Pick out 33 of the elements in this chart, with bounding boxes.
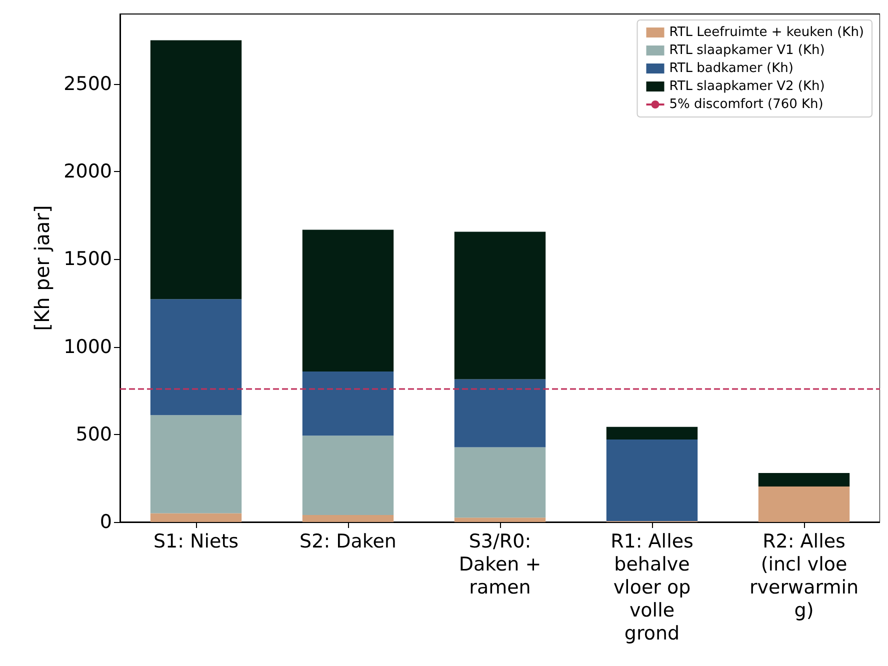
bar: [758, 486, 850, 522]
bar: [454, 447, 546, 518]
bar: [150, 415, 242, 514]
bar: [150, 513, 242, 522]
legend-label: RTL badkamer (Kh): [669, 61, 794, 76]
x-tick-label: S3/R0: Daken + ramen: [458, 530, 542, 598]
bar: [454, 518, 546, 522]
legend-label: RTL slaapkamer V2 (Kh): [669, 79, 825, 94]
x-tick-label: S2: Daken: [300, 530, 396, 552]
legend-label: 5% discomfort (760 Kh): [669, 97, 824, 112]
y-tick-label: 0: [100, 511, 112, 533]
legend-label: RTL slaapkamer V1 (Kh): [669, 43, 825, 58]
bar: [454, 379, 546, 448]
bar: [302, 436, 394, 515]
bar: [606, 426, 698, 440]
bar: [454, 232, 546, 380]
y-tick-label: 1500: [64, 248, 112, 270]
y-tick-label: 2500: [64, 73, 112, 96]
bar: [606, 439, 698, 522]
bar: [150, 40, 242, 300]
bar: [302, 372, 394, 436]
y-axis-title: [Kh per jaar]: [30, 205, 54, 331]
bar: [150, 299, 242, 416]
bar: [302, 230, 394, 372]
y-tick-label: 1000: [64, 336, 112, 358]
y-tick-label: 500: [76, 423, 112, 446]
legend-label: RTL Leefruimte + keuken (Kh): [669, 25, 864, 40]
x-tick-label: R2: Alles (incl vloe rverwarmin g): [749, 530, 859, 622]
bar: [758, 472, 850, 486]
x-tick-label: R1: Alles behalve vloer op volle grond: [610, 530, 694, 644]
y-tick-label: 2000: [64, 160, 112, 183]
bar: [302, 514, 394, 522]
x-tick-label: S1: Niets: [153, 530, 239, 552]
